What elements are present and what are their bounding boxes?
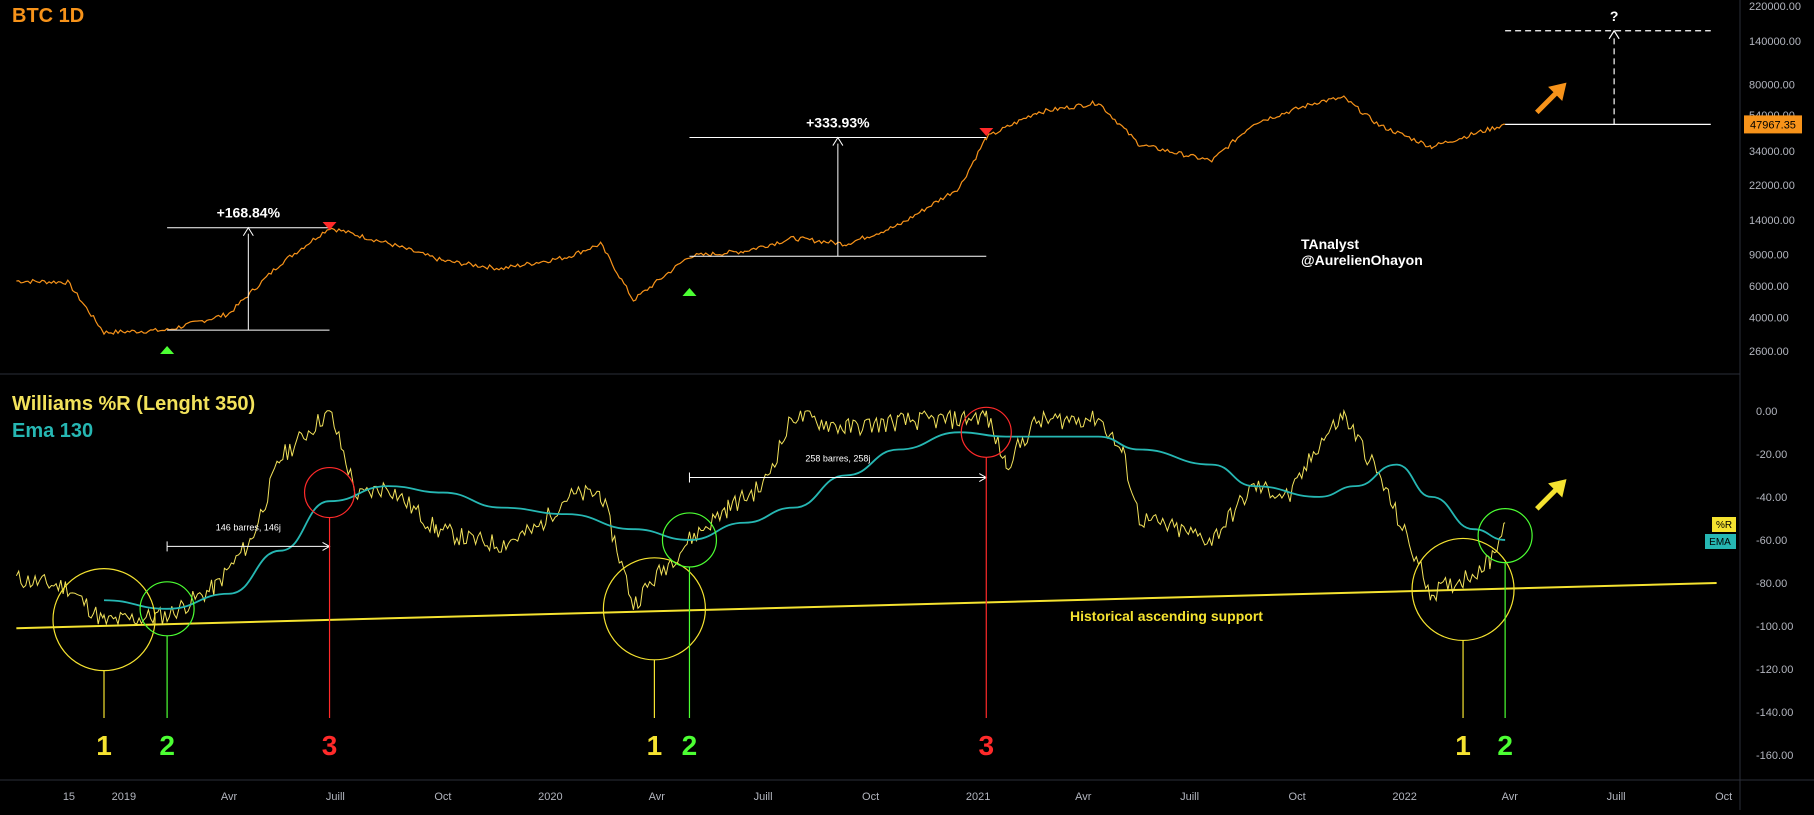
williams-r-line (15, 408, 1506, 627)
signal-number: 1 (647, 730, 663, 761)
time-axis-tick-label: 2019 (112, 791, 136, 803)
signal-number: 3 (978, 730, 994, 761)
williams-badge (1712, 517, 1736, 532)
williams-axis-tick-label: -40.00 (1756, 492, 1787, 504)
measure-label: +168.84% (217, 205, 281, 221)
sell-marker-triangle (322, 222, 337, 230)
buy-marker-triangle (682, 288, 697, 296)
btc-price-line (16, 95, 1506, 336)
arrow-head (1548, 479, 1567, 498)
time-axis-tick-label: Oct (862, 791, 879, 803)
arrow-head (1548, 82, 1567, 102)
watermark-line: @AurelienOhayon (1301, 252, 1423, 268)
measure-arrowhead (832, 136, 844, 146)
williams-badge-label: %R (1716, 520, 1732, 531)
up-arrow-yellow (1535, 479, 1567, 511)
watermark-line: TAnalyst (1301, 236, 1359, 252)
williams-title: Williams %R (Lenght 350) (12, 393, 255, 415)
price-axis-tick-label: 2600.00 (1749, 346, 1789, 358)
williams-axis-tick-label: -100.00 (1756, 621, 1793, 633)
price-axis-tick-label: 4000.00 (1749, 313, 1789, 325)
signal-number: 1 (96, 730, 112, 761)
ema-130-line (104, 431, 1506, 610)
williams-axis-tick-label: -60.00 (1756, 535, 1787, 547)
target-arrowhead (1608, 29, 1620, 40)
sell-marker-triangle (979, 128, 994, 136)
signal-number: 1 (1455, 730, 1471, 761)
signal-number: 3 (322, 730, 338, 761)
time-axis-tick-label: Avr (649, 791, 666, 803)
time-axis-tick-label: Juill (326, 791, 345, 803)
price-axis-tick-label: 22000.00 (1749, 180, 1795, 192)
williams-axis-tick-label: -80.00 (1756, 578, 1787, 590)
signal-number: 2 (159, 730, 175, 761)
ema-badge (1705, 534, 1736, 549)
up-arrow-orange (1535, 82, 1567, 115)
target-question-mark: ? (1610, 8, 1619, 24)
bar-range-label: 146 barres, 146j (216, 522, 281, 532)
williams-axis-tick-label: -20.00 (1756, 449, 1787, 461)
time-axis-tick-label: Avr (1075, 791, 1092, 803)
time-axis-tick-label: Oct (1289, 791, 1306, 803)
axes: 220000.00140000.0080000.0054000.0034000.… (63, 1, 1802, 803)
arrow-shaft (1535, 485, 1560, 511)
time-axis-tick-label: Avr (221, 791, 238, 803)
measure-label: +333.93% (806, 115, 870, 131)
time-axis-tick-label: 15 (63, 791, 75, 803)
price-axis-tick-label: 140000.00 (1749, 36, 1801, 48)
time-axis-tick-label: Juill (1180, 791, 1199, 803)
williams-axis-tick-label: -140.00 (1756, 707, 1793, 719)
price-axis-tick-label: 34000.00 (1749, 146, 1795, 158)
williams-panel: Williams %R (Lenght 350) Ema 130 Historica… (12, 393, 1717, 761)
williams-axis-tick-label: 0.00 (1756, 406, 1777, 418)
signal-circle (303, 466, 356, 519)
williams-axis-tick-label: -160.00 (1756, 750, 1793, 762)
price-axis-tick-label: 14000.00 (1749, 215, 1795, 227)
time-axis-tick-label: Juill (1607, 791, 1626, 803)
signal-circle (1477, 508, 1533, 564)
bar-range-label: 258 barres, 258j (805, 454, 870, 464)
time-axis-tick-label: Oct (1715, 791, 1732, 803)
signal-circle (602, 557, 706, 661)
time-axis-tick-label: 2021 (966, 791, 990, 803)
ema-badge-label: EMA (1709, 537, 1731, 548)
time-axis-tick-label: 2022 (1392, 791, 1416, 803)
last-price-label: 47967.35 (1750, 119, 1796, 131)
time-axis-tick-label: Oct (434, 791, 451, 803)
time-axis-tick-label: Avr (1502, 791, 1519, 803)
signal-number: 2 (682, 730, 698, 761)
support-line-label: Historical ascending support (1070, 608, 1263, 624)
price-chart-title: BTC 1D (12, 5, 84, 27)
last-price-badge (1744, 115, 1802, 134)
time-axis-tick-label: 2020 (538, 791, 562, 803)
ema-subtitle: Ema 130 (12, 420, 93, 442)
price-axis-tick-label: 80000.00 (1749, 80, 1795, 92)
price-axis-tick-label: 9000.00 (1749, 249, 1789, 261)
price-axis-tick-label: 220000.00 (1749, 1, 1801, 13)
signal-number: 2 (1497, 730, 1513, 761)
ascending-support-line (16, 582, 1717, 630)
time-axis-tick-label: Juill (754, 791, 773, 803)
williams-axis-tick-label: -120.00 (1756, 664, 1793, 676)
measure-arrowhead (242, 226, 254, 236)
price-axis-tick-label: 6000.00 (1749, 281, 1789, 293)
arrow-shaft (1535, 89, 1560, 115)
buy-marker-triangle (160, 346, 175, 354)
price-panel: BTC 1D +168.84% +333.93%? TAnalyst@Aurelien… (12, 5, 1711, 354)
